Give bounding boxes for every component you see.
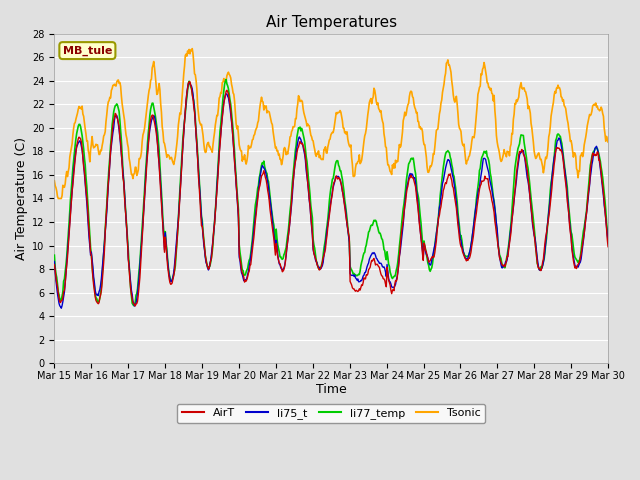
Line: AirT: AirT xyxy=(54,82,608,306)
AirT xyxy=(118,151,125,156)
li77_temp xyxy=(130,303,138,309)
li75_t xyxy=(61,280,69,286)
li75_t xyxy=(186,80,193,85)
li75_t xyxy=(205,267,212,273)
li77_temp xyxy=(61,276,68,282)
li75_t xyxy=(417,226,424,232)
li77_temp xyxy=(118,138,125,144)
AirT xyxy=(604,244,612,250)
AirT xyxy=(417,228,424,234)
Line: li75_t: li75_t xyxy=(54,83,608,308)
li75_t xyxy=(58,305,65,311)
li75_t xyxy=(51,259,58,264)
AirT xyxy=(61,288,68,293)
X-axis label: Time: Time xyxy=(316,384,347,396)
Tsonic xyxy=(188,46,196,51)
li77_temp xyxy=(417,213,424,218)
Line: Tsonic: Tsonic xyxy=(54,48,608,199)
Title: Air Temperatures: Air Temperatures xyxy=(266,15,397,30)
AirT xyxy=(205,266,212,272)
Legend: AirT, li75_t, li77_temp, Tsonic: AirT, li75_t, li77_temp, Tsonic xyxy=(177,404,485,423)
AirT xyxy=(131,303,139,309)
li77_temp xyxy=(400,201,408,206)
li75_t xyxy=(118,160,126,166)
Text: MB_tule: MB_tule xyxy=(63,46,112,56)
Tsonic xyxy=(54,196,62,202)
Y-axis label: Air Temperature (C): Air Temperature (C) xyxy=(15,137,28,260)
AirT xyxy=(400,209,408,215)
li77_temp xyxy=(175,216,182,222)
li77_temp xyxy=(222,77,230,83)
Tsonic xyxy=(118,101,126,107)
Tsonic xyxy=(205,140,212,145)
li77_temp xyxy=(604,237,612,242)
AirT xyxy=(186,79,194,84)
AirT xyxy=(51,262,58,267)
Tsonic xyxy=(175,122,182,128)
AirT xyxy=(175,219,182,225)
li75_t xyxy=(400,211,408,217)
Tsonic xyxy=(51,178,58,184)
li75_t xyxy=(175,216,182,221)
Tsonic xyxy=(400,115,408,120)
li77_temp xyxy=(204,264,211,270)
Tsonic xyxy=(417,124,424,130)
Line: li77_temp: li77_temp xyxy=(54,80,608,306)
li77_temp xyxy=(51,252,58,258)
Tsonic xyxy=(61,181,69,187)
Tsonic xyxy=(604,139,612,145)
li75_t xyxy=(604,240,612,245)
